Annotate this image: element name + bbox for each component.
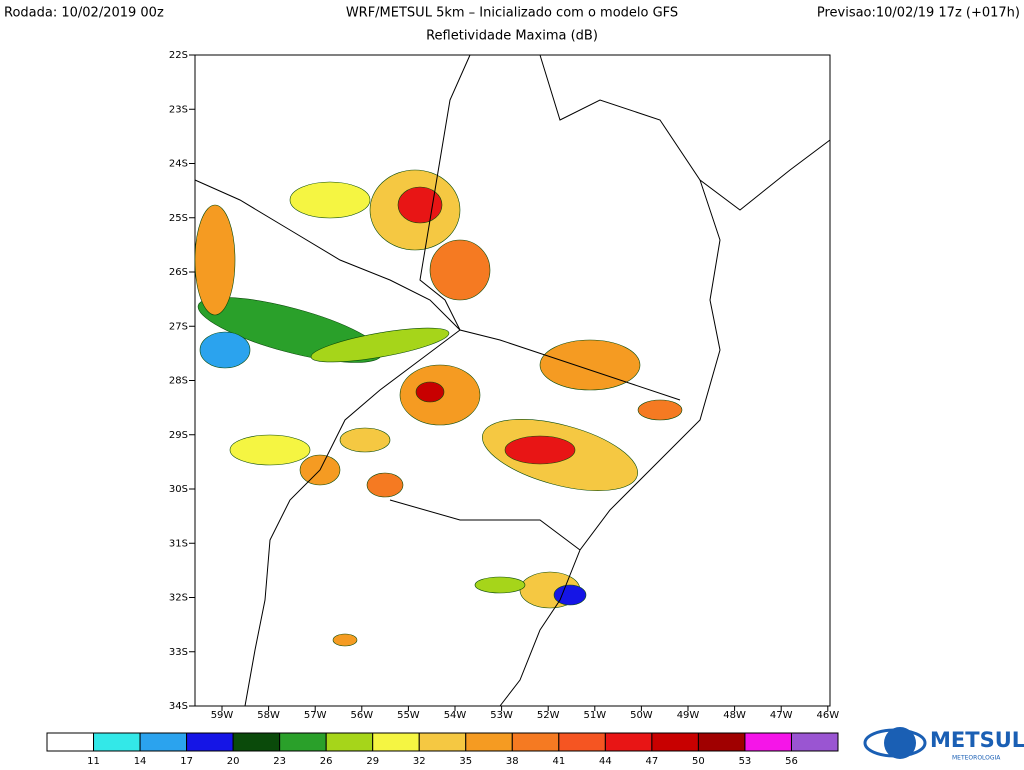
border-line [539, 54, 831, 211]
reflectivity [194, 169, 683, 647]
colorbar-label: 41 [552, 756, 565, 767]
lat-label: 30S [169, 484, 188, 495]
title: WRF/METSUL 5km – Inicializado com o mode… [346, 6, 678, 21]
subtitle: Refletividade Maxima (dB) [426, 29, 598, 44]
echo [397, 186, 443, 224]
colorbar-swatch [744, 732, 792, 752]
logo-globe [884, 727, 916, 759]
lat-label: 26S [169, 267, 188, 278]
colorbar-swatch [558, 732, 606, 752]
colorbar-label: 47 [646, 756, 659, 767]
echo [366, 472, 404, 498]
lat-label: 22S [169, 50, 188, 61]
lon-label: 48W [723, 710, 746, 721]
echo [474, 576, 526, 594]
colorbar-label: 44 [599, 756, 612, 767]
colorbar-swatch [511, 732, 560, 752]
colorbar-label: 23 [273, 756, 286, 767]
lat-label: 24S [169, 159, 188, 170]
lon-label: 49W [677, 710, 700, 721]
map: 22S 23S 24S 25S 26S 27S 28S 29S 30S 31S 32S 33S 34S 5… [169, 50, 839, 721]
colorbar-label: 38 [506, 756, 519, 767]
colorbar-swatch [232, 732, 281, 752]
colorbar-swatch [465, 732, 513, 752]
lon-label: 55W [397, 710, 420, 721]
echo [199, 331, 251, 369]
forecast-label: Previsao:10/02/19 17z (+017h) [817, 6, 1020, 21]
lon-label: 47W [770, 710, 793, 721]
colorbar-swatch [279, 732, 327, 752]
map-frame [194, 54, 831, 707]
logo-tagline: METEOROLOGIA [952, 755, 1001, 762]
lat-label: 34S [169, 701, 188, 712]
lat-label: 23S [169, 104, 188, 115]
lon-label: 53W [490, 710, 513, 721]
borders [194, 54, 831, 707]
echo [429, 239, 491, 301]
colorbar-swatch [139, 732, 188, 752]
lon-label: 50W [630, 710, 653, 721]
colorbar-swatch [325, 732, 374, 752]
lon-label: 51W [583, 710, 606, 721]
lat-label: 25S [169, 213, 188, 224]
lon-label: 57W [304, 710, 327, 721]
echo [332, 633, 358, 647]
lon-label: 46W [816, 710, 839, 721]
border-line [194, 179, 681, 401]
echo [415, 381, 445, 403]
colorbar-swatch [697, 732, 746, 752]
colorbar: 11 14 17 20 23 26 29 32 35 38 41 44 47 50 53 56 [46, 732, 839, 767]
colorbar-swatch [604, 732, 653, 752]
colorbar-label: 29 [366, 756, 379, 767]
lat-label: 32S [169, 593, 188, 604]
echo [310, 327, 450, 363]
lat-label: 29S [169, 430, 188, 441]
echo [504, 435, 576, 465]
echo [339, 427, 391, 453]
colorbar-swatch [93, 732, 141, 752]
colorbar-swatch [418, 732, 467, 752]
run-label: Rodada: 10/02/2019 00z [4, 6, 164, 21]
lat-label: 33S [169, 647, 188, 658]
echo [289, 181, 371, 219]
colorbar-swatch [372, 732, 420, 752]
lon-label: 59W [211, 710, 234, 721]
lat-label: 28S [169, 376, 188, 387]
colorbar-label: 50 [692, 756, 705, 767]
echo [229, 434, 311, 466]
logo: METSUL METEOROLOGIA [863, 727, 1024, 762]
colorbar-swatch [790, 732, 839, 752]
colorbar-label: 35 [459, 756, 472, 767]
logo-name: METSUL [930, 728, 1024, 752]
border-line [389, 499, 581, 551]
colorbar-swatch [186, 732, 234, 752]
colorbar-swatch [651, 732, 699, 752]
colorbar-label: 14 [134, 756, 147, 767]
border-line [419, 54, 471, 331]
coastline [499, 179, 721, 707]
colorbar-label: 32 [413, 756, 426, 767]
lon-label: 56W [350, 710, 373, 721]
echo [637, 399, 683, 421]
lon-label: 58W [257, 710, 280, 721]
border-line [244, 329, 461, 707]
colorbar-label: 53 [739, 756, 752, 767]
echo [553, 584, 587, 606]
colorbar-swatch [46, 732, 95, 752]
lon-label: 54W [444, 710, 467, 721]
lat-label: 27S [169, 321, 188, 332]
echo [194, 204, 236, 316]
colorbar-label: 20 [227, 756, 240, 767]
colorbar-label: 17 [180, 756, 193, 767]
echo [539, 339, 641, 391]
colorbar-label: 26 [320, 756, 333, 767]
lon-label: 52W [537, 710, 560, 721]
colorbar-label: 11 [87, 756, 100, 767]
colorbar-label: 56 [785, 756, 798, 767]
lat-label: 31S [169, 538, 188, 549]
